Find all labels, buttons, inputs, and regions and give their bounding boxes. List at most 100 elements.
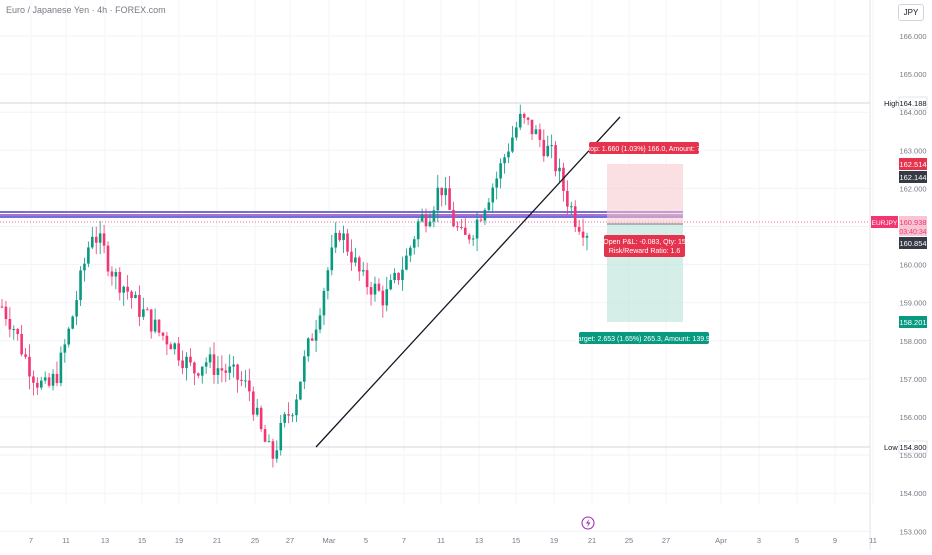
price-tick-label: 157.000 <box>899 375 926 384</box>
current-symbol: EURJPY <box>872 220 898 227</box>
candle-body <box>236 364 239 380</box>
candle-body <box>538 129 542 140</box>
time-tick-label: 19 <box>175 536 183 545</box>
time-tick-label: 27 <box>662 536 670 545</box>
candle-body <box>369 287 373 295</box>
symbol-title: Euro / Japanese Yen · 4h · FOREX.com <box>6 5 166 15</box>
level-axis-label: 162.144 <box>899 171 927 183</box>
time-tick-label: 13 <box>101 536 109 545</box>
candle-body <box>275 450 279 459</box>
candle-body <box>330 247 334 271</box>
candle-body <box>220 368 224 371</box>
candle-body <box>511 137 514 152</box>
candle-body <box>91 236 94 248</box>
time-tick-label: 15 <box>138 536 146 545</box>
countdown: 03:40:34 <box>899 229 926 236</box>
candle-body <box>299 381 302 400</box>
target-label-box[interactable]: Target: 2.653 (1.65%) 265.3, Amount: 139… <box>574 332 714 344</box>
high-value: 164.188 <box>899 99 926 108</box>
candle-body <box>169 344 173 350</box>
candle-body <box>39 380 43 388</box>
candle-body <box>16 329 20 335</box>
time-tick-label: 7 <box>402 536 406 545</box>
time-tick-label: 15 <box>512 536 520 545</box>
price-tick-label: 162.000 <box>899 184 926 193</box>
level-value: 162.144 <box>899 173 926 182</box>
stop-label: Stop: 1.660 (1.03%) 166.0, Amount: 75 <box>583 146 704 153</box>
candle-body <box>412 239 416 248</box>
candle-body <box>581 231 585 238</box>
stop-label-box[interactable]: Stop: 1.660 (1.03%) 166.0, Amount: 75 <box>583 142 705 154</box>
candle-body <box>165 335 169 345</box>
candle-body <box>530 119 534 135</box>
candle-body <box>471 238 475 240</box>
candle-body <box>216 368 220 375</box>
candle-body <box>452 209 455 227</box>
candle-body <box>495 178 498 188</box>
price-tick-label: 164.000 <box>899 108 926 117</box>
candle-body <box>4 306 8 320</box>
price-tick-label: 155.000 <box>899 451 926 460</box>
candle-body <box>130 291 133 299</box>
candle-body <box>569 206 573 208</box>
candle-body <box>224 370 228 373</box>
candle-body <box>350 251 353 263</box>
time-tick-label: 11 <box>62 536 70 545</box>
price-tick-label: 153.000 <box>899 527 926 536</box>
candle-body <box>106 245 110 272</box>
target-value: 158.201 <box>899 318 926 327</box>
high-axis-label: High 164.188 <box>884 96 928 110</box>
candles <box>0 104 589 468</box>
candle-body <box>118 271 122 293</box>
stop-zone[interactable] <box>607 164 683 224</box>
time-tick-label: 7 <box>29 536 33 545</box>
candle-body <box>251 391 255 415</box>
lightning-icon[interactable] <box>581 516 595 530</box>
time-axis[interactable]: 7 11 13 15 19 21 25 27 Mar 5 7 11 13 15 19 21 25 27 Apr 3 5 9… <box>29 536 877 545</box>
stop-axis-label: 162.514 <box>899 158 927 170</box>
candle-body <box>71 316 74 329</box>
price-tick-label: 159.000 <box>899 299 926 308</box>
candle-body <box>338 232 341 241</box>
candle-body <box>365 270 369 288</box>
candle-body <box>232 364 235 367</box>
candle-body <box>177 343 180 361</box>
candle-body <box>279 422 283 451</box>
time-tick-label: 5 <box>795 536 799 545</box>
candle-body <box>558 167 561 172</box>
candle-body <box>566 190 569 207</box>
candle-body <box>43 377 47 381</box>
candle-body <box>354 257 357 263</box>
candle-body <box>24 354 27 357</box>
candle-body <box>51 373 55 386</box>
candle-body <box>193 362 196 374</box>
candle-body <box>534 129 538 135</box>
candle-body <box>283 414 286 423</box>
candle-body <box>149 309 153 332</box>
candle-body <box>295 399 298 416</box>
trendline[interactable] <box>315 116 621 448</box>
candle-body <box>173 343 177 350</box>
price-tick-label: 165.000 <box>899 70 926 79</box>
candle-body <box>393 272 396 281</box>
high-label-text: High <box>884 99 899 108</box>
time-tick-label: 9 <box>833 536 837 545</box>
rr-label: Risk/Reward Ratio: 1.6 <box>609 248 681 255</box>
candle-body <box>259 407 263 430</box>
candle-body <box>397 272 400 281</box>
current-price-label: EURJPY 160.938 03:40:34 <box>871 216 927 236</box>
currency-selector[interactable]: JPY <box>898 4 924 21</box>
low-value: 154.800 <box>899 443 926 452</box>
candle-body <box>122 286 126 293</box>
candle-body <box>0 306 4 308</box>
candle-body <box>8 319 12 330</box>
candle-body <box>357 257 361 272</box>
price-tick-label: 156.000 <box>899 413 926 422</box>
candle-body <box>487 202 491 210</box>
pnl-label-box[interactable]: Open P&L: -0.083, Qty: 15 Risk/Reward Ra… <box>603 235 686 257</box>
candle-body <box>377 283 381 291</box>
candle-body <box>63 344 67 353</box>
candle-body <box>334 232 338 248</box>
